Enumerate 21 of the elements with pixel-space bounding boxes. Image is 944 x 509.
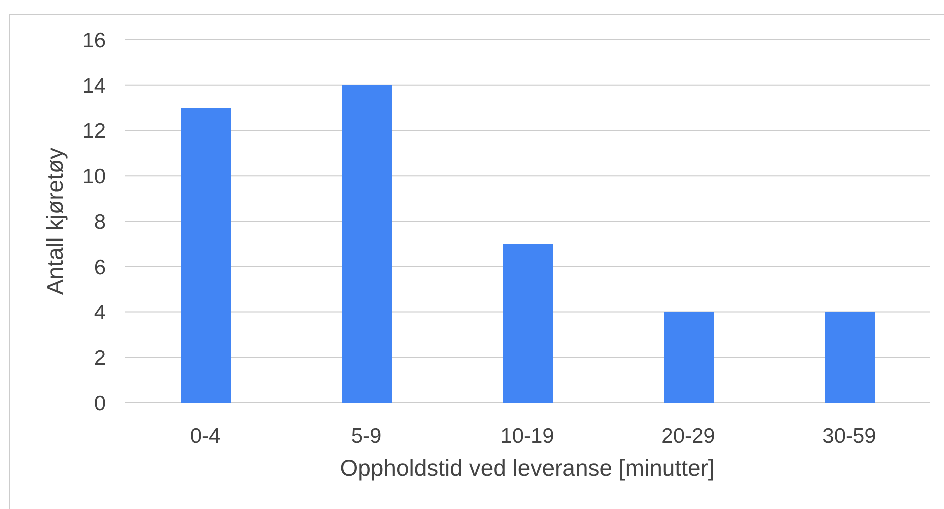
y-tick-label: 6	[94, 256, 106, 280]
x-axis-title: Oppholdstid ved leveranse [minutter]	[340, 455, 715, 481]
y-tick-label: 10	[82, 166, 106, 189]
x-tick-label: 20-29	[662, 424, 716, 448]
bar	[181, 108, 231, 403]
bar	[664, 312, 714, 403]
x-tick-label: 30-59	[822, 424, 876, 448]
bar	[342, 85, 392, 403]
y-tick-label: 8	[94, 210, 106, 234]
y-tick-label: 12	[82, 120, 106, 144]
y-tick-label: 0	[94, 392, 106, 416]
bar	[825, 312, 875, 403]
y-axis-title: Antall kjøretøy	[42, 148, 68, 295]
x-tick-label: 0-4	[190, 424, 221, 448]
y-tick-label: 14	[82, 74, 106, 98]
y-tick-label: 16	[82, 29, 106, 52]
y-tick-label: 2	[94, 347, 106, 370]
x-tick-label: 10-19	[500, 424, 554, 448]
y-tick-label: 4	[94, 302, 106, 325]
bar	[503, 244, 553, 403]
x-tick-label: 5-9	[351, 424, 382, 448]
